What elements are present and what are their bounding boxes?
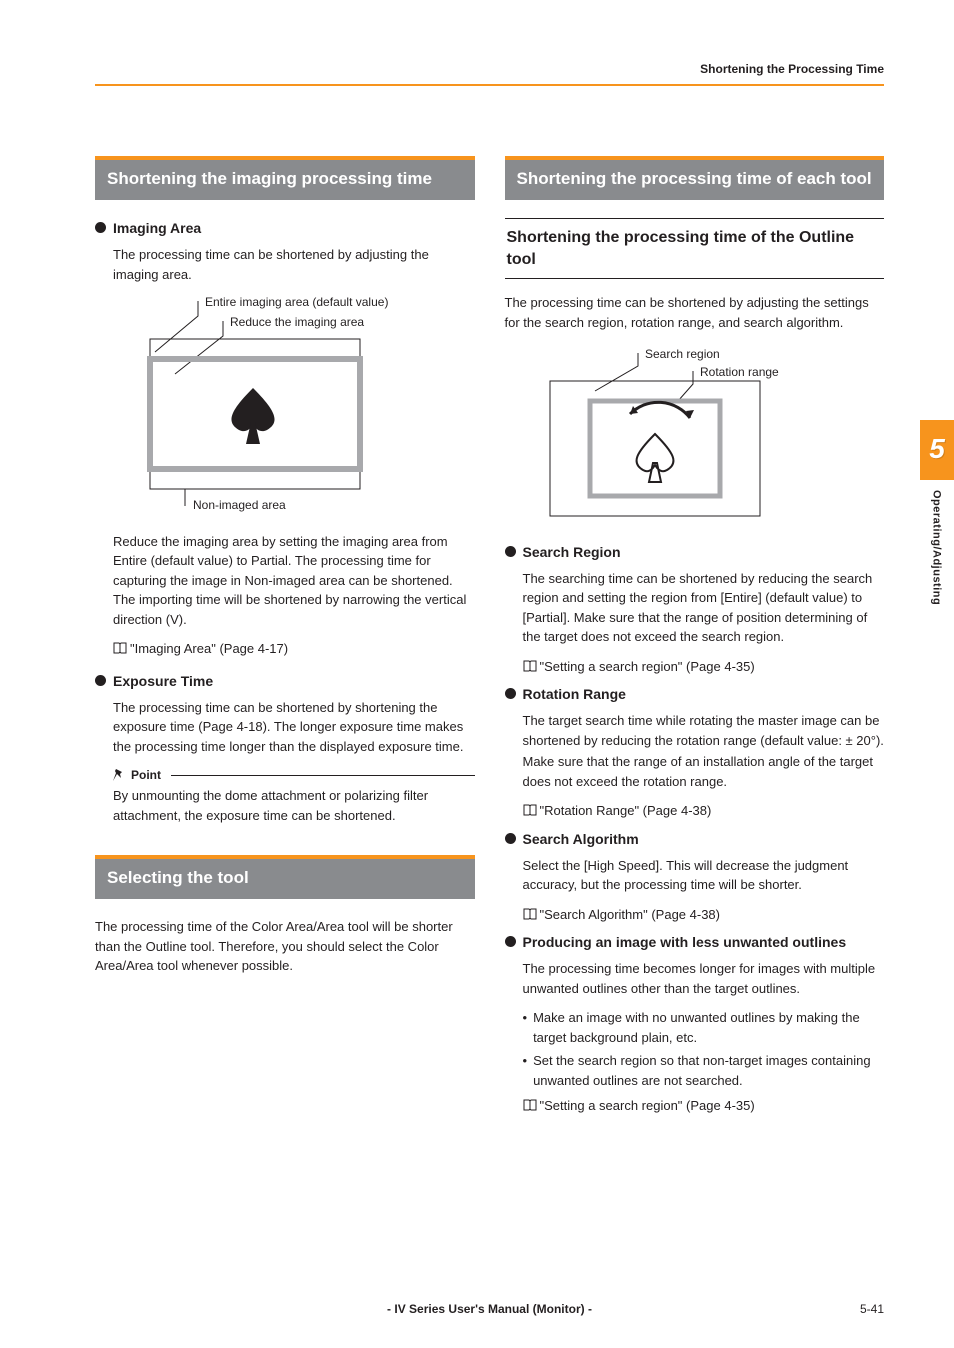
ref-imaging-area: "Imaging Area" (Page 4-17) bbox=[113, 639, 475, 659]
ref-search-region-text: "Setting a search region" (Page 4-35) bbox=[540, 659, 755, 674]
section-heading-eachtool: Shortening the processing time of each t… bbox=[505, 156, 885, 200]
figure-imaging-area: Entire imaging area (default value) Redu… bbox=[135, 294, 475, 520]
book-icon bbox=[113, 642, 127, 654]
subheading-outline: Shortening the processing time of the Ou… bbox=[505, 218, 885, 279]
rotation-range-body2: Make sure that the range of an installat… bbox=[523, 752, 885, 791]
ref-search-algo-text: "Search Algorithm" (Page 4-38) bbox=[540, 907, 720, 922]
search-algo-body: Select the [High Speed]. This will decre… bbox=[523, 856, 885, 895]
search-region-body: The searching time can be shortened by r… bbox=[523, 569, 885, 647]
point-body: By unmounting the dome attachment or pol… bbox=[113, 786, 475, 825]
side-chapter-label: Operating/Adjusting bbox=[920, 480, 953, 615]
ref-unwanted: "Setting a search region" (Page 4-35) bbox=[523, 1096, 885, 1116]
pin-icon bbox=[113, 769, 125, 781]
right-column: Shortening the processing time of each t… bbox=[505, 156, 885, 1128]
ref-search-region: "Setting a search region" (Page 4-35) bbox=[523, 657, 885, 677]
footer-center: - IV Series User's Manual (Monitor) - bbox=[95, 1300, 884, 1318]
heading-unwanted: Producing an image with less unwanted ou… bbox=[505, 932, 885, 953]
label-entire: Entire imaging area (default value) bbox=[205, 295, 388, 309]
book-icon bbox=[523, 660, 537, 672]
unwanted-li1: Make an image with no unwanted outlines … bbox=[533, 1008, 884, 1047]
figure-outline: Search region Rotation range bbox=[535, 346, 885, 530]
ref-search-algo: "Search Algorithm" (Page 4-38) bbox=[523, 905, 885, 925]
heading-search-region: Search Region bbox=[505, 542, 885, 563]
ref-unwanted-text: "Setting a search region" (Page 4-35) bbox=[540, 1098, 755, 1113]
unwanted-list: •Make an image with no unwanted outlines… bbox=[523, 1008, 885, 1090]
label-search-region: Search region bbox=[645, 347, 720, 361]
imaging-area-p1: The processing time can be shortened by … bbox=[113, 245, 475, 284]
heading-search-algo: Search Algorithm bbox=[505, 829, 885, 850]
section-heading-imaging: Shortening the imaging processing time bbox=[95, 156, 475, 200]
label-reduce: Reduce the imaging area bbox=[230, 315, 364, 329]
left-column: Shortening the imaging processing time I… bbox=[95, 156, 475, 1128]
point-label: Point bbox=[131, 766, 161, 784]
ref-rotation-range: "Rotation Range" (Page 4-38) bbox=[523, 801, 885, 821]
ref-rotation-range-text: "Rotation Range" (Page 4-38) bbox=[540, 803, 712, 818]
page-footer: - IV Series User's Manual (Monitor) - 5-… bbox=[95, 1300, 884, 1318]
section-heading-selecting: Selecting the tool bbox=[95, 855, 475, 899]
running-header: Shortening the Processing Time bbox=[95, 60, 884, 86]
imaging-area-p2: Reduce the imaging area by setting the i… bbox=[113, 532, 475, 630]
heading-rotation-range: Rotation Range bbox=[505, 684, 885, 705]
book-icon bbox=[523, 908, 537, 920]
book-icon bbox=[523, 804, 537, 816]
unwanted-li2: Set the search region so that non-target… bbox=[533, 1051, 884, 1090]
selecting-p: The processing time of the Color Area/Ar… bbox=[95, 917, 475, 976]
heading-exposure: Exposure Time bbox=[95, 671, 475, 692]
heading-imaging-area: Imaging Area bbox=[95, 218, 475, 239]
ref-imaging-area-text: "Imaging Area" (Page 4-17) bbox=[130, 641, 288, 656]
exposure-p1: The processing time can be shortened by … bbox=[113, 698, 475, 757]
side-tab: 5 Operating/Adjusting bbox=[920, 420, 954, 615]
label-rotation-range: Rotation range bbox=[700, 365, 779, 379]
book-icon bbox=[523, 1099, 537, 1111]
unwanted-body: The processing time becomes longer for i… bbox=[523, 959, 885, 998]
rotation-range-body1: The target search time while rotating th… bbox=[523, 711, 885, 750]
point-box: Point By unmounting the dome attachment … bbox=[113, 766, 475, 825]
label-nonimaged: Non-imaged area bbox=[193, 498, 286, 512]
outline-intro: The processing time can be shortened by … bbox=[505, 293, 885, 332]
side-chapter-number: 5 bbox=[920, 420, 954, 480]
